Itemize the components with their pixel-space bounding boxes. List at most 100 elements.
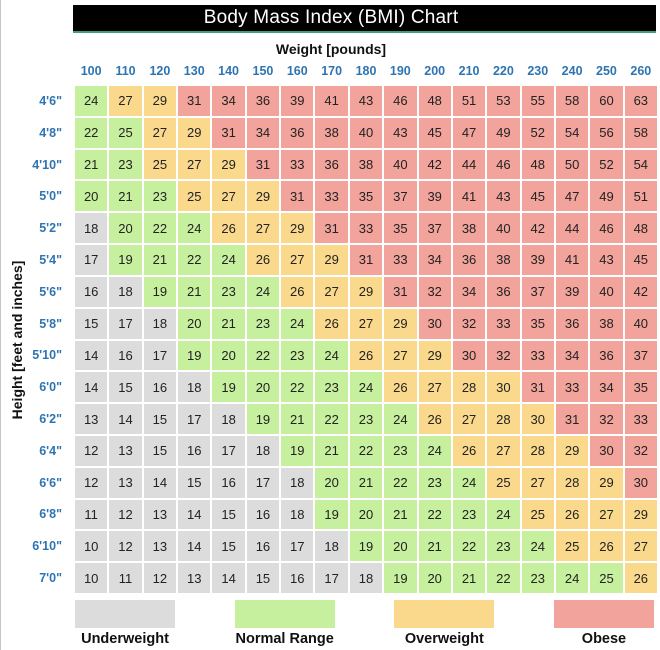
bmi-cell: 20 — [315, 467, 348, 498]
bmi-cell: 20 — [178, 308, 211, 339]
bmi-cell: 29 — [418, 340, 451, 371]
bmi-cell: 27 — [349, 308, 383, 339]
bmi-cell: 16 — [281, 563, 314, 593]
bmi-cell: 39 — [555, 276, 589, 307]
bmi-cell: 19 — [384, 563, 417, 593]
bmi-cell: 35 — [521, 308, 554, 339]
bmi-cell: 14 — [178, 531, 211, 562]
bmi-cell: 22 — [452, 531, 486, 562]
bmi-cell: 31 — [521, 372, 554, 403]
bmi-cell: 37 — [521, 276, 554, 307]
bmi-cell: 49 — [487, 117, 520, 148]
bmi-cell: 46 — [487, 149, 520, 180]
weight-tick-label: 250 — [596, 64, 617, 78]
height-tick-label: 4'6" — [39, 93, 62, 108]
bmi-cell: 14 — [109, 404, 142, 434]
bmi-cell: 16 — [178, 435, 211, 466]
height-tick-label: 6'2" — [39, 412, 62, 427]
bmi-cell: 12 — [109, 499, 142, 530]
bmi-cell: 48 — [521, 149, 554, 180]
legend-label: Obese — [581, 631, 627, 647]
bmi-cell: 54 — [624, 149, 657, 180]
bmi-cell: 25 — [143, 149, 177, 180]
height-tick-label: 6'0" — [39, 380, 62, 395]
bmi-cell: 40 — [590, 276, 623, 307]
bmi-cell: 21 — [212, 308, 245, 339]
bmi-cell: 32 — [590, 404, 623, 434]
height-tick-label: 5'4" — [39, 252, 62, 267]
bmi-cell: 30 — [418, 308, 451, 339]
bmi-cell: 24 — [212, 245, 245, 275]
bmi-cell: 21 — [109, 181, 142, 212]
height-tick-label: 6'6" — [39, 475, 62, 490]
bmi-cell: 26 — [624, 563, 657, 593]
bmi-cell: 53 — [487, 86, 520, 116]
weight-tick-label: 110 — [115, 64, 136, 78]
bmi-cell: 40 — [349, 117, 383, 148]
bmi-cell: 27 — [590, 499, 623, 530]
bmi-cell: 23 — [246, 308, 280, 339]
bmi-cell: 26 — [418, 404, 451, 434]
bmi-cell: 23 — [281, 340, 314, 371]
bmi-cell: 33 — [555, 372, 589, 403]
bmi-cell: 26 — [212, 213, 245, 244]
bmi-cell: 45 — [418, 117, 451, 148]
bmi-cell: 27 — [212, 181, 245, 212]
bmi-cell: 18 — [281, 499, 314, 530]
bmi-cell: 30 — [452, 340, 486, 371]
bmi-cell: 54 — [555, 117, 589, 148]
height-tick-label: 4'10" — [32, 157, 62, 172]
bmi-cell: 29 — [624, 499, 657, 530]
bmi-cell: 21 — [418, 531, 451, 562]
bmi-cell: 22 — [349, 435, 383, 466]
bmi-cell: 30 — [590, 435, 623, 466]
bmi-cell: 23 — [143, 181, 177, 212]
bmi-cell: 38 — [590, 308, 623, 339]
legend-label: Underweight — [81, 631, 169, 647]
bmi-cell: 15 — [109, 372, 142, 403]
bmi-cell: 22 — [418, 499, 451, 530]
bmi-cell: 13 — [75, 404, 108, 434]
height-tick-label: 5'2" — [39, 221, 62, 236]
bmi-cell: 33 — [315, 181, 348, 212]
bmi-cell: 22 — [246, 340, 280, 371]
bmi-cell: 16 — [212, 467, 245, 498]
weight-tick-label: 200 — [424, 64, 446, 78]
bmi-cell: 35 — [384, 213, 417, 244]
bmi-cell: 36 — [246, 86, 280, 116]
bmi-cell: 51 — [624, 181, 657, 212]
weight-tick-label: 140 — [218, 64, 239, 78]
bmi-cell: 23 — [212, 276, 245, 307]
bmi-cell: 16 — [75, 276, 108, 307]
bmi-cell: 24 — [349, 372, 383, 403]
height-tick-label: 5'8" — [39, 316, 62, 331]
bmi-cell: 22 — [143, 213, 177, 244]
bmi-cell: 11 — [75, 499, 108, 530]
bmi-cell: 16 — [246, 531, 280, 562]
bmi-cell: 10 — [75, 563, 108, 593]
bmi-cell: 49 — [590, 181, 623, 212]
legend-item-underweight: Underweight — [75, 600, 175, 648]
bmi-cell: 32 — [624, 435, 657, 466]
bmi-cell: 23 — [521, 563, 554, 593]
legend-label: Overweight — [404, 631, 484, 647]
bmi-cell: 29 — [590, 467, 623, 498]
bmi-cell: 20 — [212, 340, 245, 371]
bmi-cell: 26 — [384, 372, 417, 403]
bmi-cell: 20 — [349, 499, 383, 530]
bmi-cell: 42 — [624, 276, 657, 307]
bmi-cell: 38 — [349, 149, 383, 180]
bmi-cell: 22 — [178, 245, 211, 275]
bmi-cell: 52 — [521, 117, 554, 148]
bmi-cell: 32 — [452, 308, 486, 339]
bmi-cell: 30 — [487, 372, 520, 403]
bmi-cell: 43 — [349, 86, 383, 116]
bmi-cell: 25 — [109, 117, 142, 148]
bmi-cell: 38 — [487, 245, 520, 275]
bmi-cell: 33 — [349, 213, 383, 244]
bmi-cell: 14 — [75, 340, 108, 371]
legend-swatch — [234, 600, 335, 628]
bmi-cell: 36 — [281, 117, 314, 148]
bmi-cell: 17 — [75, 245, 108, 275]
